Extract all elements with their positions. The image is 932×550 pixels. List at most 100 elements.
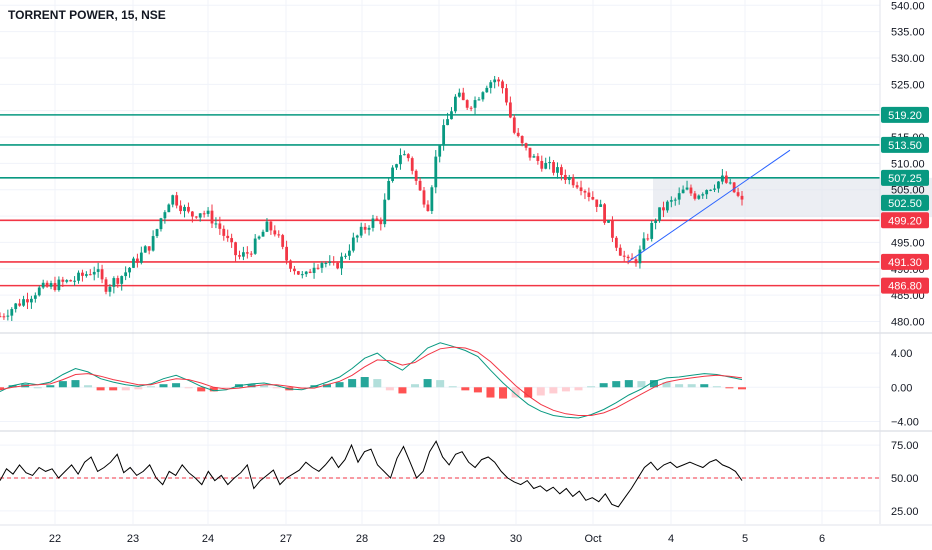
candle-body — [689, 187, 693, 194]
level-tag: 486.80 — [888, 281, 922, 293]
candle-body — [638, 249, 642, 264]
candle-body — [187, 206, 190, 212]
candle-body — [485, 87, 489, 93]
candle-body — [446, 119, 449, 126]
candle-body — [202, 213, 206, 215]
candle-body — [312, 267, 316, 273]
candle-body — [473, 100, 477, 108]
trendline — [627, 149, 791, 263]
candle-body — [289, 260, 292, 269]
candle-body — [316, 267, 320, 269]
candle-body — [84, 274, 88, 276]
candle-body — [293, 268, 296, 272]
candle-body — [399, 155, 402, 165]
x-tick-label: 5 — [742, 533, 748, 545]
candle-body — [214, 223, 218, 225]
candle-body — [285, 246, 288, 261]
macd-histogram-bar — [675, 384, 684, 388]
candle-body — [88, 274, 92, 276]
x-tick-label: Oct — [584, 533, 601, 545]
rsi-line — [0, 440, 743, 508]
candle-body — [728, 182, 732, 184]
candle-body — [654, 220, 658, 223]
x-tick-label: 4 — [668, 533, 674, 545]
candle-body — [159, 218, 163, 230]
macd-histogram-bar — [436, 380, 445, 388]
candle-body — [92, 271, 96, 275]
candle-body — [418, 180, 422, 191]
candle-body — [261, 231, 265, 237]
candle-body — [552, 162, 555, 173]
macd-histogram-bar — [486, 387, 495, 398]
candle-body — [669, 200, 673, 202]
macd-histogram-bar — [373, 379, 382, 388]
candle-body — [717, 181, 720, 189]
price-axis-tick: 525.00 — [891, 79, 925, 91]
candle-body — [516, 132, 520, 137]
macd-histogram-bar — [511, 387, 520, 398]
candle-body — [45, 282, 49, 287]
candle-body — [732, 182, 736, 193]
macd-histogram-bar — [0, 387, 4, 390]
candle-body — [402, 154, 406, 156]
macd-histogram-bar — [549, 387, 558, 394]
candle-body — [234, 242, 237, 256]
candle-body — [124, 272, 128, 277]
candle-body — [14, 303, 18, 310]
candle-body — [371, 218, 375, 228]
candle-body — [49, 283, 53, 287]
level-tag-bg — [881, 253, 929, 270]
candle-body — [461, 92, 465, 101]
last-price-tag: 502.50 — [888, 198, 922, 210]
candle-body — [532, 156, 536, 158]
candle-body — [81, 272, 84, 276]
candle-body — [618, 247, 622, 256]
macd-histogram-bar — [348, 379, 357, 388]
candle-body — [33, 295, 37, 299]
candle-body — [136, 258, 139, 263]
candle-body — [626, 256, 630, 259]
candle-body — [410, 158, 414, 171]
candle-body — [512, 117, 516, 133]
candle-body — [567, 177, 571, 180]
macd-histogram-bar — [247, 384, 256, 388]
candle-body — [406, 154, 410, 159]
macd-histogram-bar — [272, 387, 281, 389]
candle-body — [693, 193, 697, 199]
candle-body — [520, 136, 524, 144]
candle-body — [524, 143, 528, 148]
macd-histogram-bar — [360, 377, 369, 388]
macd-histogram-bar — [184, 387, 193, 389]
candle-body — [560, 167, 563, 175]
rsi-axis-tick: 25.00 — [891, 506, 919, 518]
candle-body — [442, 125, 446, 146]
macd-line — [0, 342, 743, 419]
candle-body — [96, 269, 100, 272]
macd-histogram-bar — [134, 387, 143, 390]
candle-body — [454, 96, 457, 112]
price-tags: 519.20 513.50 507.25 499.20 491.30 486.80 502.… — [881, 106, 929, 294]
macd-histogram-bar — [260, 385, 269, 388]
candle-body — [296, 271, 300, 275]
candle-body — [544, 162, 548, 169]
grid-lines — [0, 0, 880, 524]
x-tick-label: 30 — [510, 533, 522, 545]
level-tag-bg — [881, 212, 929, 229]
candle-body — [108, 286, 112, 292]
macd-histogram-bar — [84, 385, 93, 388]
macd-histogram-bar — [738, 387, 746, 390]
price-axis-tick: 530.00 — [891, 53, 925, 65]
macd-histogram-bar — [561, 387, 570, 392]
candle-body — [257, 236, 261, 239]
macd-histogram-bar — [612, 381, 621, 388]
macd-axis-tick: −4.00 — [891, 416, 919, 428]
candle-body — [0, 316, 2, 318]
candle-body — [607, 220, 610, 223]
candle-body — [206, 210, 210, 214]
macd-histogram-bar — [159, 384, 168, 388]
candle-body — [720, 175, 724, 182]
candle-body — [194, 216, 198, 218]
candle-body — [175, 195, 179, 206]
candle-body — [740, 195, 744, 200]
